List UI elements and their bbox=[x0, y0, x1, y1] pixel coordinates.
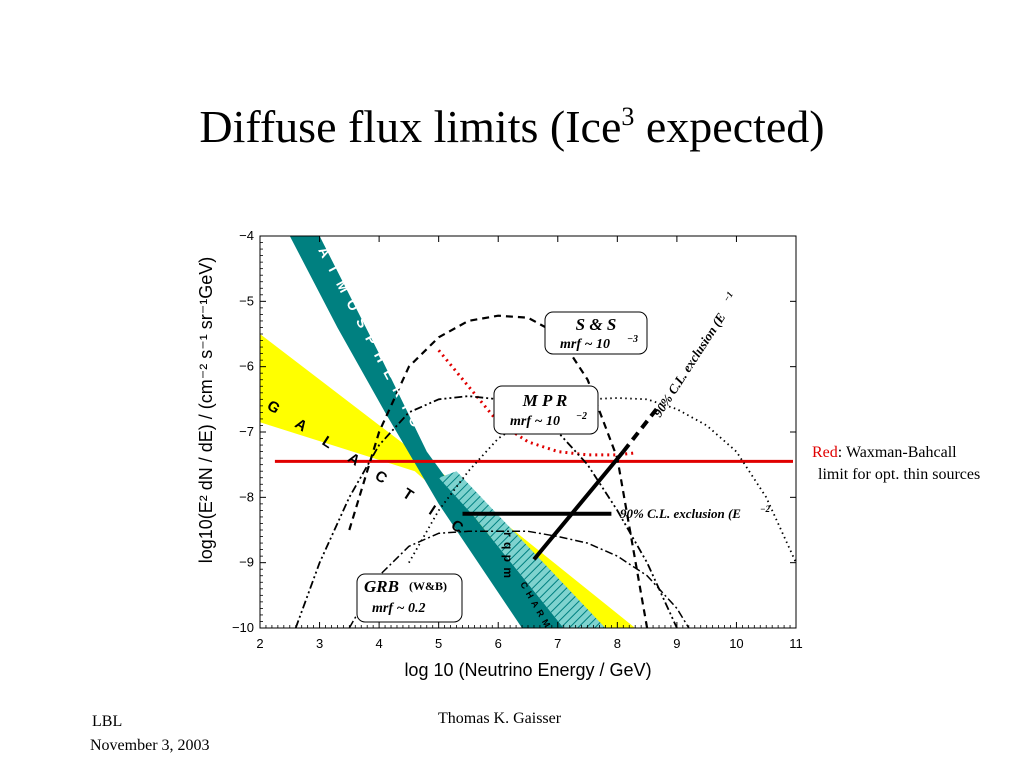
x-tick-label: 2 bbox=[256, 636, 263, 651]
y-tick-label: −9 bbox=[239, 555, 254, 570]
grb-mrf: mrf ~ 0.2 bbox=[372, 601, 425, 616]
series-line-1 bbox=[437, 349, 636, 457]
grb-title: GRB bbox=[364, 577, 399, 596]
exclusion-e1-label: 90% C.L. exclusion (E −1 bbox=[650, 290, 735, 420]
y-tick-label: −7 bbox=[239, 424, 254, 439]
flux-limits-chart: 2 3 4 5 6 7 8 9 10 11 −4 −5 −6 −7 −8 −9 −10 log10(E² dN … bbox=[196, 228, 803, 680]
ss-title: S & S bbox=[576, 315, 617, 334]
mpr-label-box: M P R mrf ~ 10 −2 bbox=[493, 385, 599, 435]
grb-label-box: GRB (W&B) mrf ~ 0.2 bbox=[356, 573, 463, 623]
exclusion-e1-text: 90% C.L. exclusion (E bbox=[650, 310, 729, 420]
exclusion-e1-exponent: −1 bbox=[721, 290, 735, 304]
charm-band bbox=[438, 471, 606, 628]
series-line-5 bbox=[294, 395, 678, 628]
exclusion-e2-text: 90% C.L. exclusion (E bbox=[620, 506, 741, 521]
exclusion-e2-exponent: −2 bbox=[760, 504, 770, 514]
y-tick-label: −4 bbox=[239, 228, 254, 243]
note-line-1: : Waxman-Bahcall bbox=[837, 444, 957, 461]
atmospheric-band bbox=[289, 236, 564, 628]
y-tick-label: −6 bbox=[239, 359, 254, 374]
note-red-word: Red bbox=[812, 444, 838, 461]
footer-date: November 3, 2003 bbox=[90, 737, 210, 754]
exclusion-e2-label: 90% C.L. exclusion (E −2 bbox=[620, 504, 770, 521]
x-tick-label: 8 bbox=[614, 636, 621, 651]
title-tail: expected) bbox=[634, 101, 825, 152]
x-tick-label: 7 bbox=[554, 636, 561, 651]
y-tick-label: −8 bbox=[239, 489, 254, 504]
mpr-exponent: −2 bbox=[576, 411, 587, 422]
mpr-mrf: mrf ~ 10 bbox=[510, 414, 560, 429]
x-tick-label: 10 bbox=[729, 636, 743, 651]
x-axis-label: log 10 (Neutrino Energy / GeV) bbox=[404, 660, 651, 680]
ticks-layer: 2 3 4 5 6 7 8 9 10 11 −4 −5 −6 −7 −8 −9 −10 bbox=[232, 228, 803, 651]
ss-label-box: S & S mrf ~ 10 −3 bbox=[544, 311, 648, 355]
footer-left: LBL November 3, 2003 bbox=[90, 710, 210, 758]
y-axis-label: log10(E² dN / dE) / (cm⁻² s⁻¹ sr⁻¹GeV) bbox=[196, 257, 216, 564]
title-superscript: 3 bbox=[621, 102, 635, 131]
page-title: Diffuse flux limits (Ice3 expected) bbox=[0, 100, 1024, 153]
footer-org: LBL bbox=[92, 713, 123, 730]
mpr-title: M P R bbox=[522, 391, 568, 410]
x-tick-label: 5 bbox=[435, 636, 442, 651]
series-line-3 bbox=[408, 397, 796, 564]
x-tick-label: 9 bbox=[673, 636, 680, 651]
y-tick-label: −5 bbox=[239, 293, 254, 308]
x-tick-label: 6 bbox=[495, 636, 502, 651]
x-tick-label: 11 bbox=[789, 636, 803, 651]
series-line-8 bbox=[621, 404, 661, 453]
series-line-7 bbox=[532, 450, 625, 561]
series-line-4 bbox=[348, 530, 690, 628]
grb-ref: (W&B) bbox=[409, 579, 447, 593]
note-line-2: limit for opt. thin sources bbox=[818, 466, 981, 483]
ss-exponent: −3 bbox=[627, 334, 638, 345]
title-main: Diffuse flux limits (Ice bbox=[199, 101, 622, 152]
ss-mrf: mrf ~ 10 bbox=[560, 337, 610, 352]
y-tick-label: −10 bbox=[232, 620, 254, 635]
x-tick-label: 4 bbox=[375, 636, 382, 651]
rqpm-label: r q p m bbox=[501, 532, 515, 579]
x-tick-label: 3 bbox=[316, 636, 323, 651]
waxman-bahcall-note: Red: Waxman-Bahcall limit for opt. thin … bbox=[812, 442, 980, 486]
footer-author: Thomas K. Gaisser bbox=[438, 710, 562, 727]
